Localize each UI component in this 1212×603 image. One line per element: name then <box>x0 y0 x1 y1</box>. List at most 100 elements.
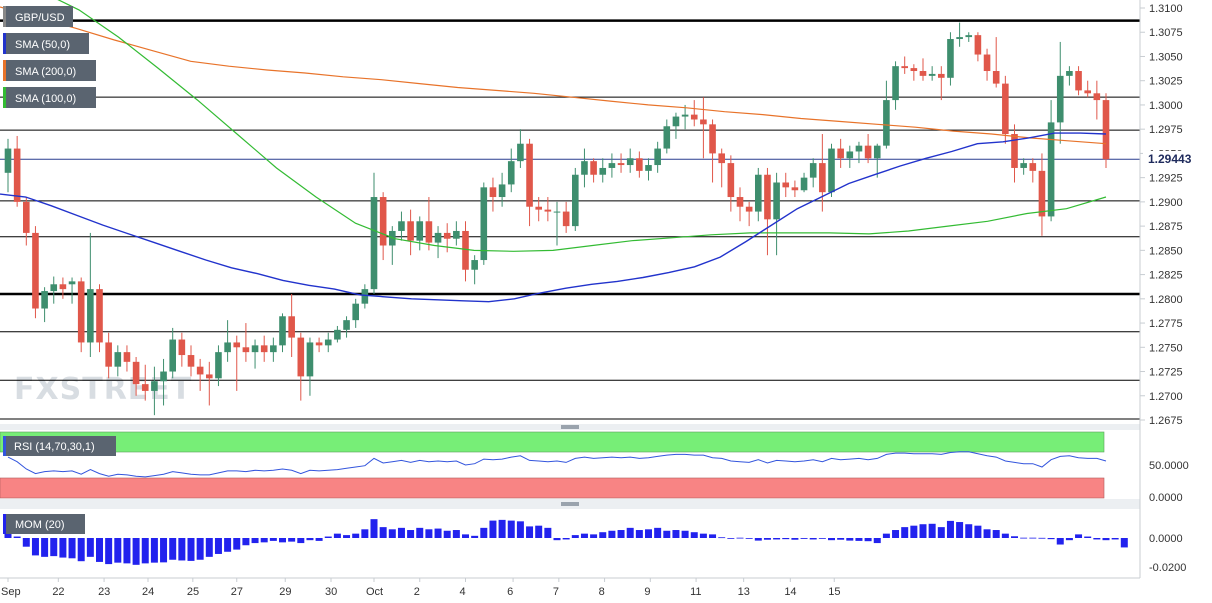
mom-bar <box>1020 537 1028 539</box>
price-tick-label: 1.2775 <box>1149 318 1183 330</box>
mom-bar <box>882 533 890 538</box>
mom-bar <box>361 529 369 538</box>
rsi-oversold-zone <box>0 477 1105 499</box>
x-tick-label: 15 <box>828 586 840 598</box>
divider-grip-1[interactable] <box>561 425 579 429</box>
price-panel: FXSTREET 1.31001.30751.30501.30251.30001… <box>0 0 1192 427</box>
mom-bar <box>690 532 698 538</box>
candle-body <box>1093 93 1101 101</box>
candle-body <box>947 39 954 78</box>
mom-bar <box>599 532 607 538</box>
candle-body <box>727 163 735 198</box>
mom-bar <box>1001 533 1009 538</box>
legend-box <box>3 33 89 54</box>
mom-bar <box>800 538 808 539</box>
candle-body <box>315 342 323 346</box>
x-tick-label: 6 <box>507 586 513 598</box>
mom-bar <box>892 530 900 538</box>
rsi-axis: 50.0000 0.0000 <box>1149 460 1189 504</box>
mom-bar <box>187 538 195 561</box>
rsi-legend-swatch <box>3 436 6 456</box>
candle-body <box>151 381 158 391</box>
candle-body <box>13 148 21 202</box>
rsi-tick-label: 0.0000 <box>1149 492 1183 504</box>
x-tick-label: 22 <box>52 586 64 598</box>
mom-tick-label: 0.0000 <box>1149 533 1183 545</box>
x-tick-label: 2 <box>414 586 420 598</box>
mom-bar <box>379 527 387 538</box>
mom-bar <box>160 538 168 563</box>
mom-bar <box>224 538 232 552</box>
candle-body <box>96 289 103 343</box>
candle-body <box>590 161 597 175</box>
x-tick-label: Oct <box>366 586 383 598</box>
x-tick-label: 14 <box>784 586 796 598</box>
legend-label: SMA (200,0) <box>15 66 76 78</box>
price-tick-label: 1.2825 <box>1149 270 1183 282</box>
mom-bar <box>22 538 30 547</box>
mom-bar <box>507 520 515 538</box>
mom-legend: MOM (20) <box>3 514 85 534</box>
mom-bar <box>773 538 781 540</box>
mom-panel: MOM (20) 0.0000 -0.0200 <box>3 514 1186 574</box>
mom-legend-label: MOM (20) <box>15 519 65 531</box>
rsi-panel: RSI (14,70,30,1) 50.0000 0.0000 <box>0 431 1189 504</box>
candle-body <box>260 345 268 353</box>
mom-bar <box>626 527 634 538</box>
price-tick-label: 1.2750 <box>1149 342 1183 354</box>
candle-body <box>992 71 1000 84</box>
candle-body <box>196 366 204 375</box>
mom-bar <box>288 538 296 542</box>
mom-bar <box>635 530 643 538</box>
mom-bar <box>544 527 552 538</box>
candle-body <box>50 284 58 292</box>
mom-bar <box>1047 538 1055 540</box>
candle-body <box>572 174 579 227</box>
candle-body <box>416 221 424 241</box>
mom-bar <box>68 538 76 559</box>
candle-body <box>398 221 405 231</box>
x-tick-label: 30 <box>325 586 337 598</box>
mom-bar <box>169 538 177 560</box>
candle-body <box>23 201 30 233</box>
rsi-legend-label: RSI (14,70,30,1) <box>14 441 95 453</box>
candle-body <box>718 153 725 164</box>
candle-body <box>1002 83 1009 135</box>
mom-bar <box>828 538 835 541</box>
candle-body <box>507 161 515 185</box>
mom-bar <box>114 538 122 563</box>
mom-bar <box>489 520 497 538</box>
mom-bar <box>1084 536 1092 538</box>
candle-body <box>745 206 753 212</box>
mom-bar <box>901 527 909 538</box>
mom-bar <box>205 538 213 557</box>
divider-grip-2[interactable] <box>561 502 579 506</box>
candle-body <box>690 114 698 120</box>
mom-bar <box>397 527 405 538</box>
candle-body <box>828 148 835 193</box>
candle-body <box>526 143 533 207</box>
x-tick-label: 7 <box>553 586 559 598</box>
sma100-line <box>57 0 1107 252</box>
mom-bar <box>41 538 49 557</box>
candle-body <box>32 232 39 309</box>
rsi-legend: RSI (14,70,30,1) <box>3 436 116 456</box>
candle-body <box>517 143 524 162</box>
mom-bar <box>1038 537 1046 539</box>
candle-body <box>709 124 716 154</box>
candle-body <box>736 197 744 207</box>
mom-bar <box>580 533 588 538</box>
mom-bar <box>498 519 506 538</box>
x-tick-label: 13 <box>738 586 750 598</box>
mom-bar <box>150 538 158 563</box>
candle-body <box>489 187 497 198</box>
candle-body <box>873 145 881 159</box>
mom-bar <box>1075 534 1083 538</box>
candle-body <box>178 339 186 356</box>
legend-swatch <box>3 33 6 54</box>
mom-bar <box>242 538 250 546</box>
mom-bar <box>681 530 689 538</box>
mom-bar <box>864 538 872 542</box>
candle-body <box>544 209 552 212</box>
mom-bar <box>462 534 469 538</box>
